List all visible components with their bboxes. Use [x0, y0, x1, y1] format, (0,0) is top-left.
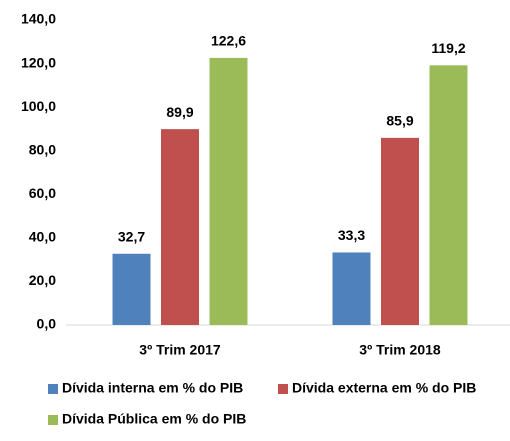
y-tick-label: 40,0	[29, 229, 56, 245]
data-label: 32,7	[118, 228, 145, 244]
y-tick-label: 20,0	[29, 272, 56, 288]
legend-swatch	[278, 384, 288, 394]
legend-swatch	[48, 415, 58, 425]
data-label: 33,3	[338, 227, 365, 243]
data-label: 85,9	[386, 113, 413, 129]
x-tick-label: 3º Trim 2017	[139, 342, 221, 358]
data-label: 89,9	[166, 104, 193, 120]
bar	[332, 252, 371, 325]
legend-label: Dívida Pública em % do PIB	[62, 411, 246, 427]
bar	[429, 65, 468, 326]
data-label: 122,6	[211, 33, 246, 49]
bar	[381, 137, 419, 325]
y-tick-label: 80,0	[29, 141, 56, 157]
legend-label: Dívida interna em % do PIB	[62, 380, 243, 396]
data-label: 119,2	[431, 40, 465, 56]
y-tick-label: 60,0	[29, 185, 56, 201]
bar	[209, 57, 248, 326]
x-tick-label: 3º Trim 2018	[359, 342, 441, 358]
legend-swatch	[48, 384, 58, 394]
y-tick-label: 140,0	[21, 11, 56, 27]
y-tick-label: 0,0	[37, 316, 57, 332]
bar	[112, 253, 151, 325]
y-tick-label: 100,0	[21, 98, 56, 114]
legend-label: Dívida externa em % do PIB	[292, 380, 476, 396]
bar	[161, 129, 199, 325]
y-tick-label: 120,0	[21, 54, 56, 70]
